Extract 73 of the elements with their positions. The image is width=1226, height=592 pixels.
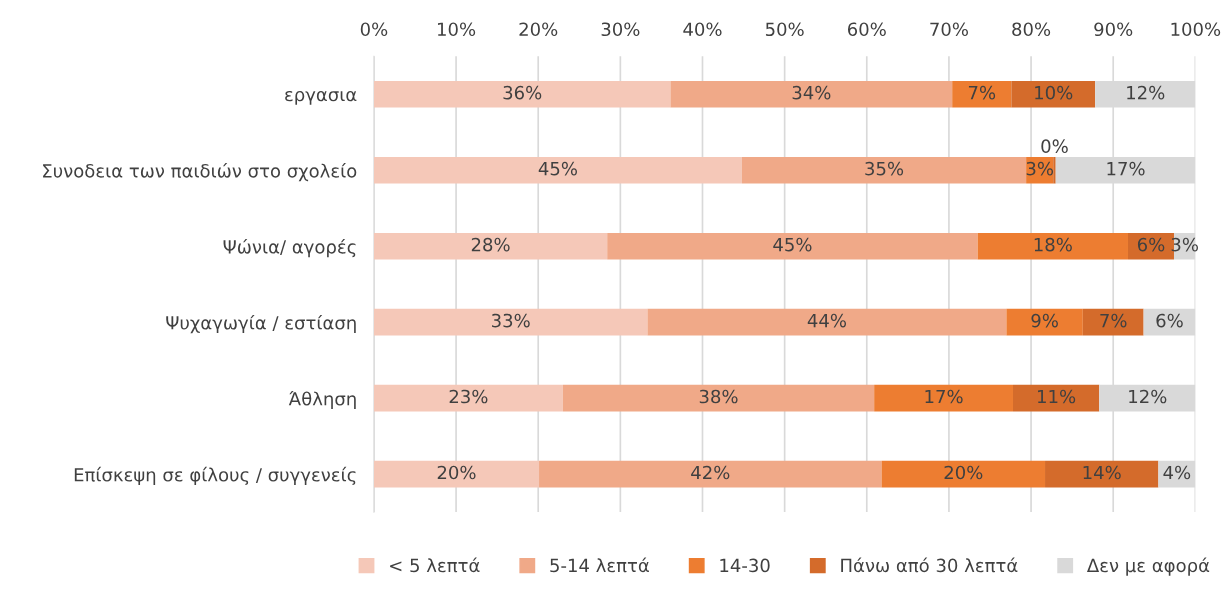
bar <box>741 156 1027 184</box>
y-tick-label: Επίσκεψη σε φίλους / συγγενείς <box>74 466 356 486</box>
bar <box>647 308 1007 336</box>
data-label: 3% <box>1026 161 1054 176</box>
bar <box>373 308 648 336</box>
data-label: 12% <box>1127 85 1165 100</box>
legend-label: Πάνω από 30 λεπτά <box>841 557 1018 573</box>
data-label: 20% <box>437 465 476 480</box>
y-tick-label: εργασια <box>285 90 357 105</box>
legend-label: 5-14 λεπτά <box>550 557 649 573</box>
data-label: 35% <box>865 161 904 176</box>
data-label: 14% <box>1083 465 1121 480</box>
bar <box>952 80 1012 108</box>
data-label: 28% <box>471 237 510 252</box>
bar <box>1053 156 1056 184</box>
data-label: 7% <box>968 85 996 100</box>
data-label: 33% <box>492 313 530 328</box>
data-label: 42% <box>691 465 730 480</box>
bar <box>1045 460 1159 488</box>
x-tick-label: 20% <box>519 22 558 37</box>
x-tick-label: 30% <box>601 22 640 37</box>
bar <box>881 460 1046 488</box>
data-label: 17% <box>925 389 963 404</box>
y-tick-label: Ψώνια/ αγορές <box>223 238 356 258</box>
y-tick-label: Ψυχαγωγία / εστίαση <box>166 314 356 334</box>
legend-label: Δεν με αφορά <box>1086 557 1210 576</box>
y-tick-label: Άθληση <box>288 390 356 410</box>
data-label: 4% <box>1163 465 1191 480</box>
y-tick-label: Συνοδεια των παιδιών στο σχολείο <box>43 162 357 182</box>
bar <box>373 156 742 184</box>
x-tick-label: 60% <box>847 22 886 37</box>
data-label: 6% <box>1137 237 1165 252</box>
x-tick-label: 90% <box>1094 22 1133 37</box>
x-tick-label: 100% <box>1171 22 1221 37</box>
bar <box>373 384 563 412</box>
legend-label: < 5 λεπτά <box>390 557 480 573</box>
bar <box>1012 384 1100 412</box>
data-label: 38% <box>699 389 738 404</box>
data-label: 36% <box>503 85 542 100</box>
data-label: 7% <box>1100 313 1127 328</box>
data-label: 11% <box>1038 389 1076 404</box>
x-tick-label: 10% <box>437 22 476 37</box>
data-label: 18% <box>1034 237 1072 252</box>
data-label: 23% <box>449 389 488 404</box>
bar <box>373 232 608 260</box>
bar <box>373 460 540 488</box>
x-tick-label: 50% <box>765 22 804 37</box>
bar <box>607 232 978 260</box>
data-label: 0% <box>1041 139 1068 154</box>
bar <box>539 460 882 488</box>
x-tick-label: 80% <box>1012 22 1051 37</box>
bar <box>1011 80 1096 108</box>
bar <box>1006 308 1083 336</box>
x-tick-label: 40% <box>683 22 722 37</box>
bar <box>562 384 875 412</box>
x-tick-label: 0% <box>360 22 388 37</box>
data-label: 17% <box>1107 161 1145 176</box>
data-label: 12% <box>1129 389 1167 404</box>
legend-label: 14-30 <box>720 558 770 573</box>
bar <box>1082 308 1144 336</box>
data-label: 45% <box>538 161 577 176</box>
data-label: 45% <box>773 237 812 252</box>
data-label: 6% <box>1156 313 1183 328</box>
data-label: 34% <box>792 85 831 100</box>
bar <box>670 80 953 108</box>
bar <box>977 232 1128 260</box>
data-label: 9% <box>1031 313 1058 328</box>
data-label: 44% <box>807 313 847 328</box>
data-label: 10% <box>1035 85 1073 100</box>
x-tick-label: 70% <box>930 22 968 37</box>
data-label: 20% <box>944 465 983 480</box>
bar <box>874 384 1013 412</box>
bar <box>373 80 671 108</box>
